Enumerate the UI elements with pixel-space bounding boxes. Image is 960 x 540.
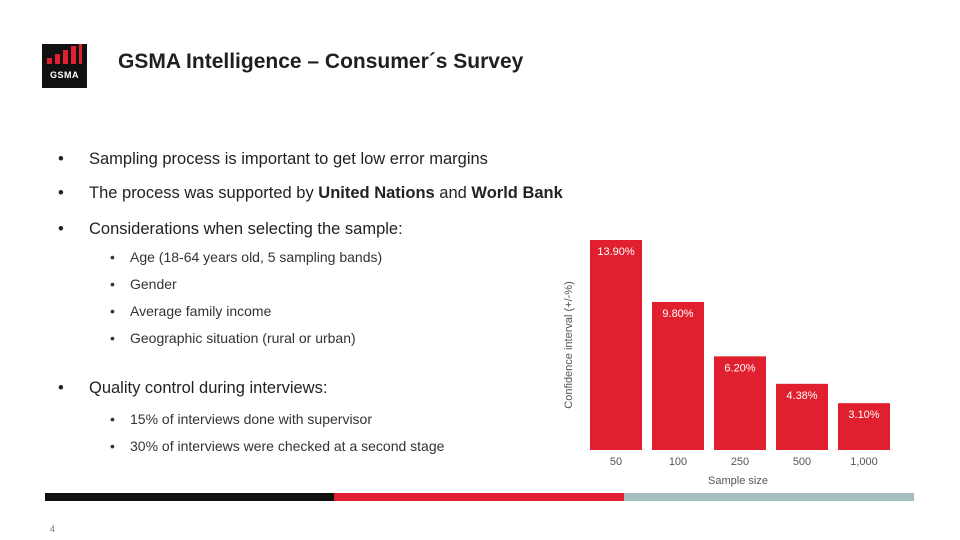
bullet-item: • Sampling process is important to get l… <box>58 150 488 169</box>
logo-bar <box>79 44 82 64</box>
sub-bullet-marker: • <box>110 411 115 427</box>
sub-bullet-marker: • <box>110 276 115 292</box>
sub-bullet-marker: • <box>110 330 115 346</box>
bullet-marker: • <box>58 379 64 397</box>
sub-bullet-text: Geographic situation (rural or urban) <box>130 330 356 346</box>
bar-data-label: 9.80% <box>662 308 693 320</box>
y-axis-label: Confidence interval (+/-%) <box>563 281 575 408</box>
bar-data-label: 13.90% <box>597 246 635 258</box>
bullet-text-bold-wb: World Bank <box>471 184 563 202</box>
bar-data-label: 6.20% <box>724 362 755 374</box>
bar-data-label: 4.38% <box>786 390 817 402</box>
gsma-logo: GSMA <box>42 44 87 88</box>
sub-bullet-text: 15% of interviews done with supervisor <box>130 411 373 427</box>
bullet-text: Sampling process is important to get low… <box>89 150 488 168</box>
sub-bullet-item: • Age (18-64 years old, 5 sampling bands… <box>110 249 382 265</box>
x-tick-label: 500 <box>793 456 811 468</box>
chart-bar <box>714 356 766 450</box>
x-tick-label: 250 <box>731 456 749 468</box>
chart-bar <box>776 383 828 450</box>
sub-bullet-item: • Geographic situation (rural or urban) <box>110 330 356 346</box>
bullet-text-bold-un: United Nations <box>318 184 435 202</box>
sub-bullet-item: • 30% of interviews were checked at a se… <box>110 438 444 454</box>
sub-bullet-text: Age (18-64 years old, 5 sampling bands) <box>130 249 383 265</box>
page-number: 4 <box>50 524 56 534</box>
logo-bar <box>55 54 60 64</box>
sub-bullet-item: • 15% of interviews done with supervisor <box>110 411 372 427</box>
sub-bullet-item: • Gender <box>110 276 177 292</box>
bullet-marker: • <box>58 150 64 168</box>
x-tick-label: 100 <box>669 456 687 468</box>
bullet-text: The process was supported by United Nati… <box>89 184 563 203</box>
chart-bar <box>652 301 704 450</box>
bullet-item: • The process was supported by United Na… <box>58 184 563 203</box>
bullet-marker: • <box>58 184 64 202</box>
bullet-item: • Quality control during interviews: <box>58 379 327 398</box>
bullet-text: Quality control during interviews: <box>89 379 328 397</box>
sub-bullet-marker: • <box>110 249 115 265</box>
footer-bar-red <box>334 493 624 501</box>
logo-bar <box>63 50 68 64</box>
sub-bullet-item: • Average family income <box>110 303 271 319</box>
bar-data-label: 3.10% <box>848 409 879 421</box>
sub-bullet-text: 30% of interviews were checked at a seco… <box>130 438 445 454</box>
chart-bar <box>838 403 890 450</box>
x-tick-label: 1,000 <box>850 456 878 468</box>
bullet-text-part: and <box>434 184 472 202</box>
logo-text: GSMA <box>50 70 79 80</box>
bullet-item: • Considerations when selecting the samp… <box>58 220 403 239</box>
bullet-text-part: The process was supported by <box>89 184 319 202</box>
sub-bullet-text: Gender <box>130 276 177 292</box>
footer-bar-teal <box>624 493 914 501</box>
confidence-interval-chart: 13.90% 50 9.80% 100 6.20% 250 4.38% 500 3.10% 1,0… <box>563 240 890 487</box>
page-title: GSMA Intelligence – Consumer´s Survey <box>118 50 524 73</box>
x-axis-label: Sample size <box>708 475 768 487</box>
sub-bullet-marker: • <box>110 438 115 454</box>
sub-bullet-text: Average family income <box>130 303 272 319</box>
bullet-text: Considerations when selecting the sample… <box>89 220 403 238</box>
footer-bar-black <box>45 493 334 501</box>
logo-bar <box>47 58 52 64</box>
sub-bullet-marker: • <box>110 303 115 319</box>
x-tick-label: 50 <box>610 456 622 468</box>
bullet-marker: • <box>58 220 64 238</box>
logo-bar <box>71 46 76 64</box>
chart-bar <box>590 240 642 450</box>
